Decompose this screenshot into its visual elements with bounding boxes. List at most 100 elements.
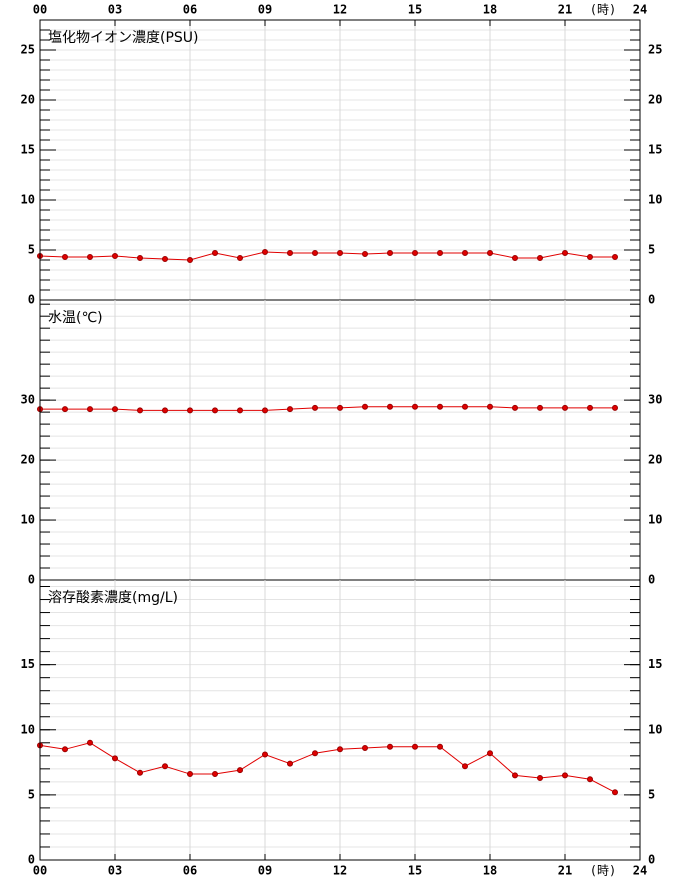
data-point [587, 404, 593, 411]
y-tick-label: 10 [21, 722, 35, 736]
series-line [39, 742, 616, 793]
data-point [162, 407, 168, 414]
data-point [362, 403, 368, 410]
x-tick-label: 09 [258, 3, 272, 17]
y-tick-label: 0 [648, 853, 655, 867]
data-point [62, 746, 68, 753]
x-tick-label: 15 [408, 864, 422, 878]
data-point [337, 746, 343, 753]
data-point [312, 404, 318, 411]
data-point [537, 404, 543, 411]
data-point [287, 760, 293, 767]
data-point [587, 254, 593, 260]
y-tick-label: 10 [648, 513, 662, 527]
data-point [187, 407, 193, 414]
y-tick-label: 10 [648, 193, 662, 207]
data-point [87, 739, 93, 746]
y-tick-label: 0 [648, 293, 655, 307]
x-tick-label: 24 [633, 3, 647, 17]
x-tick-label: 00 [33, 3, 47, 17]
data-point [487, 403, 493, 410]
data-point [237, 407, 243, 414]
data-point [187, 257, 193, 263]
data-point [512, 404, 518, 411]
data-point [537, 255, 543, 261]
data-point [387, 250, 393, 256]
data-point [387, 743, 393, 750]
data-point [112, 755, 118, 762]
y-tick-label: 0 [28, 573, 35, 587]
data-point [287, 406, 293, 413]
y-tick-label: 5 [28, 787, 35, 801]
data-point [62, 254, 68, 260]
y-tick-label: 15 [648, 657, 662, 671]
data-point [537, 774, 543, 781]
data-point [237, 767, 243, 774]
y-tick-label: 10 [648, 722, 662, 736]
y-tick-label: 30 [21, 393, 35, 407]
y-tick-label: 0 [648, 573, 655, 587]
y-tick-label: 15 [648, 143, 662, 157]
data-point [212, 250, 218, 256]
x-unit: (時) [590, 864, 616, 878]
data-point [187, 771, 193, 778]
x-tick-label: 12 [333, 3, 347, 17]
data-point [562, 772, 568, 779]
panel-title: 塩化物イオン濃度(PSU) [48, 30, 199, 46]
data-point [412, 403, 418, 410]
data-point [362, 745, 368, 751]
y-tick-label: 30 [648, 393, 662, 407]
y-tick-label: 20 [648, 93, 662, 107]
x-tick-label: 06 [183, 864, 197, 878]
data-point [437, 250, 443, 256]
y-tick-label: 5 [28, 243, 35, 257]
data-point [487, 750, 493, 757]
data-point [137, 769, 143, 776]
data-point [87, 254, 93, 260]
data-point [62, 406, 68, 413]
x-tick-label: 15 [408, 3, 422, 17]
data-point [562, 404, 568, 411]
y-tick-label: 10 [21, 513, 35, 527]
data-point [262, 249, 268, 255]
data-point [412, 250, 418, 256]
x-tick-label: 09 [258, 864, 272, 878]
data-point [437, 743, 443, 750]
data-point [612, 254, 618, 260]
data-point [262, 407, 268, 414]
x-tick-label: 18 [483, 3, 497, 17]
data-point [512, 255, 518, 261]
data-point [312, 750, 318, 757]
y-tick-label: 20 [21, 453, 35, 467]
data-point [337, 250, 343, 256]
y-tick-label: 5 [648, 243, 655, 257]
y-tick-label: 25 [21, 43, 35, 57]
data-point [612, 789, 618, 796]
data-point [487, 250, 493, 256]
y-tick-label: 15 [21, 143, 35, 157]
x-tick-label: 06 [183, 3, 197, 17]
x-tick-label: 00 [33, 864, 47, 878]
data-point [462, 250, 468, 256]
data-point [112, 253, 118, 259]
x-unit: (時) [590, 3, 616, 17]
plot-frame [39, 19, 641, 861]
series-line [40, 406, 615, 411]
y-tick-label: 20 [21, 93, 35, 107]
data-point [162, 256, 168, 262]
data-point [87, 406, 93, 413]
data-point [262, 751, 268, 758]
y-tick-label: 0 [28, 853, 35, 867]
data-point [212, 771, 218, 778]
x-tick-label: 24 [633, 864, 647, 878]
panel-title: 溶存酸素濃度(mg/L) [48, 590, 178, 606]
data-point [612, 404, 618, 411]
x-tick-label: 03 [108, 3, 122, 17]
data-point [412, 743, 418, 750]
data-point [337, 404, 343, 411]
data-point [312, 250, 318, 256]
data-point [212, 407, 218, 414]
data-point [237, 255, 243, 261]
x-tick-label: 03 [108, 864, 122, 878]
